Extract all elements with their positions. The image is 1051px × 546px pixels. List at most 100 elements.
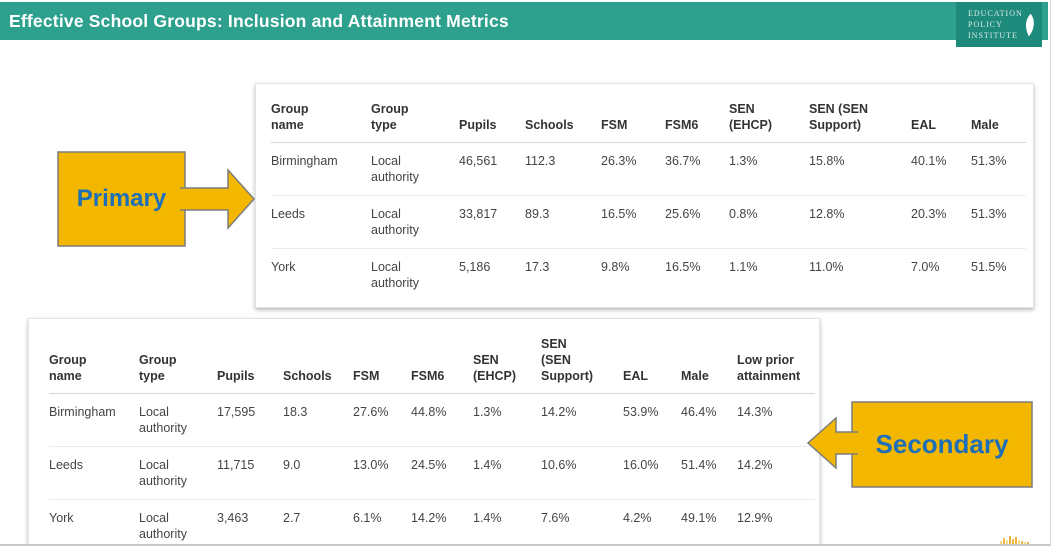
- epi-logo-line3: INSTITUTE: [968, 31, 1018, 40]
- table-cell: 15.8%: [809, 154, 845, 168]
- table-cell: 18.3: [283, 405, 308, 419]
- table-cell: York: [49, 499, 139, 544]
- column-header: FSM6: [411, 319, 473, 394]
- column-header: Group name: [49, 319, 139, 394]
- column-header: FSM6: [665, 84, 729, 143]
- table-cell: 17,595: [217, 405, 256, 419]
- column-header: SEN (EHCP): [729, 84, 809, 143]
- secondary-callout-shape: [806, 401, 1033, 488]
- primary-table-header: Group name Group type Pupils Schools FSM FSM6…: [271, 84, 1026, 143]
- table-cell: Local authority: [139, 446, 217, 500]
- column-header: Group type: [371, 84, 459, 143]
- column-header: FSM: [601, 84, 665, 143]
- table-cell: 1.1%: [729, 248, 809, 301]
- column-header: FSM: [353, 319, 411, 394]
- table-cell: 25.6%: [665, 195, 729, 249]
- header-row: Group name Group type Pupils Schools FSM FSM6…: [49, 319, 815, 394]
- table-cell: 10.6%: [541, 446, 623, 500]
- secondary-callout-label: Secondary: [875, 429, 1009, 459]
- secondary-table-header: Group name Group type Pupils Schools FSM FSM6…: [49, 319, 815, 394]
- table-cell: 6.1%: [353, 499, 411, 544]
- table-cell: 51.5%: [971, 248, 1026, 301]
- table-cell: 53.9%: [623, 405, 659, 419]
- column-header: Pupils: [459, 84, 525, 143]
- table-cell: 13.0%: [353, 446, 411, 500]
- table-cell: 12.9%: [737, 499, 815, 544]
- column-header: Group type: [139, 319, 217, 394]
- table-cell: Birmingham: [271, 154, 338, 168]
- table-cell: 17.3: [525, 248, 601, 301]
- header-row: Group name Group type Pupils Schools FSM FSM6…: [271, 84, 1026, 143]
- table-cell: York: [271, 248, 371, 301]
- table-row: Birmingham Local authority 46,561 112.3 26.3…: [271, 143, 1026, 196]
- primary-table-card: Group name Group type Pupils Schools FSM FSM6…: [255, 83, 1034, 308]
- table-cell: 9.0: [283, 446, 353, 500]
- table-cell: 3,463: [217, 499, 283, 544]
- table-cell: 14.3%: [737, 405, 773, 419]
- table-cell: 36.7%: [665, 154, 701, 168]
- table-cell: Birmingham: [49, 405, 116, 419]
- column-header: EAL: [623, 319, 681, 394]
- table-row: Leeds Local authority 33,817 89.3 16.5% 25.6%…: [271, 195, 1026, 249]
- column-header: Male: [971, 84, 1026, 143]
- column-header: Schools: [283, 319, 353, 394]
- table-row: York Local authority 5,186 17.3 9.8% 16.5% 1.1…: [271, 248, 1026, 301]
- column-header: Schools: [525, 84, 601, 143]
- table-cell: 51.3%: [971, 195, 1026, 249]
- table-cell: 33,817: [459, 195, 525, 249]
- column-header: Pupils: [217, 319, 283, 394]
- table-cell: 11.0%: [809, 248, 911, 301]
- table-cell: 46,561: [459, 154, 498, 168]
- table-row: York Local authority 3,463 2.7 6.1% 14.2% 1.4%…: [49, 499, 815, 544]
- table-cell: Local authority: [139, 499, 217, 544]
- table-cell: 112.3: [525, 154, 556, 168]
- column-header: Group name: [271, 84, 371, 143]
- column-header: EAL: [911, 84, 971, 143]
- table-cell: 27.6%: [353, 405, 389, 419]
- table-cell: 14.2%: [737, 446, 815, 500]
- table-cell: 9.8%: [601, 248, 665, 301]
- column-header: Low prior attainment: [737, 319, 815, 394]
- table-cell: 51.4%: [681, 446, 737, 500]
- primary-metrics-table: Group name Group type Pupils Schools FSM FSM6…: [271, 84, 1026, 301]
- table-cell: 0.8%: [729, 195, 809, 249]
- page-title: Effective School Groups: Inclusion and A…: [9, 10, 509, 31]
- table-cell: 1.3%: [473, 405, 502, 419]
- epi-logo-line1: EDUCATION: [968, 9, 1023, 18]
- column-header: Male: [681, 319, 737, 394]
- epi-logo-text: EDUCATION POLICY INSTITUTE: [956, 8, 1023, 41]
- epi-bar-chart-logo-fragment: [1000, 535, 1036, 544]
- table-cell: 5,186: [459, 248, 525, 301]
- secondary-table-card: Group name Group type Pupils Schools FSM FSM6…: [28, 318, 820, 544]
- table-cell: 26.3%: [601, 154, 637, 168]
- table-cell: 2.7: [283, 499, 353, 544]
- left-arrow-icon: [806, 416, 858, 470]
- primary-callout-label: Primary: [76, 185, 167, 212]
- table-cell: 14.2%: [411, 499, 473, 544]
- secondary-table-body: Birmingham Local authority 17,595 18.3 27.6%…: [49, 394, 815, 544]
- secondary-metrics-table: Group name Group type Pupils Schools FSM FSM6…: [49, 319, 815, 544]
- column-header: SEN (SEN Support): [541, 319, 623, 394]
- table-cell: 20.3%: [911, 195, 971, 249]
- column-header: SEN (EHCP): [473, 319, 541, 394]
- table-cell: Leeds: [271, 195, 371, 249]
- table-cell: 16.5%: [601, 195, 665, 249]
- table-cell: 89.3: [525, 195, 601, 249]
- table-cell: Leeds: [49, 446, 139, 500]
- table-cell: 14.2%: [541, 405, 577, 419]
- table-cell: 7.6%: [541, 499, 623, 544]
- table-cell: 51.3%: [971, 154, 1007, 168]
- table-cell: 11,715: [217, 446, 283, 500]
- table-cell: 1.3%: [729, 154, 758, 168]
- table-cell: Local authority: [371, 195, 459, 249]
- table-cell: 1.4%: [473, 499, 541, 544]
- header-bar: Effective School Groups: Inclusion and A…: [0, 2, 1048, 40]
- epi-logo: EDUCATION POLICY INSTITUTE: [956, 2, 1042, 47]
- table-cell: Local authority: [371, 248, 459, 301]
- table-cell: 16.0%: [623, 446, 681, 500]
- table-cell: 24.5%: [411, 446, 473, 500]
- table-cell: 1.4%: [473, 446, 541, 500]
- table-cell: 12.8%: [809, 195, 911, 249]
- table-cell: 4.2%: [623, 499, 681, 544]
